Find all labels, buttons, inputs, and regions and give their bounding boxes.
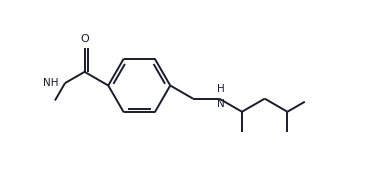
Text: H: H — [217, 83, 225, 94]
Text: O: O — [80, 35, 89, 44]
Text: NH: NH — [43, 78, 59, 88]
Text: N: N — [217, 99, 225, 109]
